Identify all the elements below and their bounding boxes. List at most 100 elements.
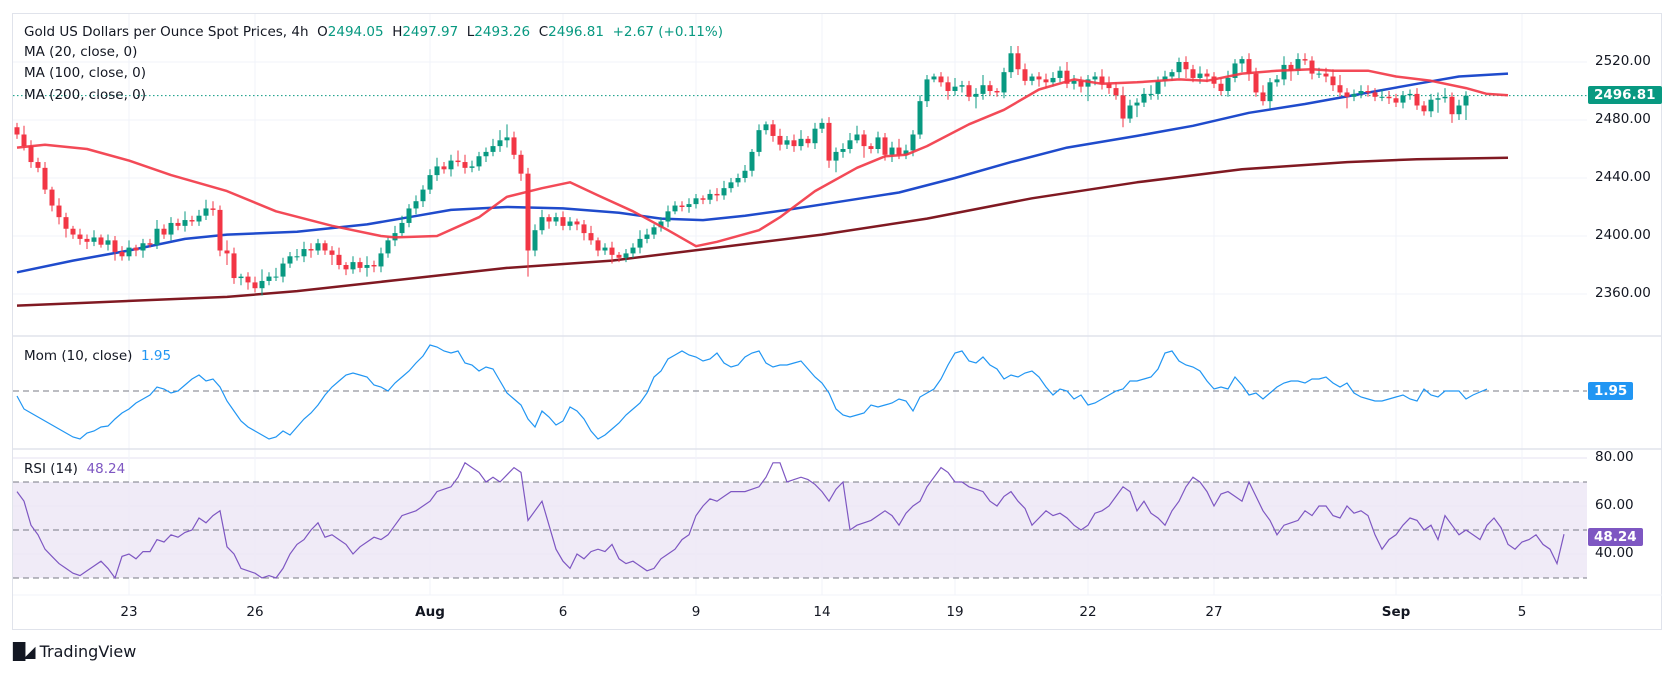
candle-body [728,182,734,189]
candle [1274,75,1280,87]
candle [1141,88,1147,107]
candle-body [1393,98,1399,103]
candle [448,154,454,177]
candle-body [658,221,664,228]
candle [91,230,97,247]
momentum-legend[interactable]: Mom (10, close) 1.95 [24,348,171,364]
candle-body [1232,63,1238,78]
candle [707,189,713,205]
candle-body [462,162,468,168]
candle [273,267,279,281]
candle-body [994,91,1000,93]
time-tick-label: 5 [1517,604,1527,620]
candle-body [861,134,867,147]
candle [1246,53,1252,81]
candle-body [210,208,216,210]
candle [322,240,328,255]
candle [1134,98,1140,118]
candle-body [1435,98,1441,100]
candle-body [238,276,244,279]
last-price-tag: 2496.81 [1588,86,1662,104]
candle [1442,88,1448,103]
candle-body [217,209,223,251]
candle-body [189,220,195,222]
candle-body [399,222,405,234]
candle-body [665,211,671,222]
candle [280,257,286,283]
candle-body [1379,96,1385,98]
ma100-legend[interactable]: MA (100, close, 0) [24,65,147,81]
candle-body [1169,72,1175,77]
candle-body [749,151,755,171]
candle-body [1183,62,1189,70]
rsi-legend[interactable]: RSI (14) 48.24 [24,461,125,477]
candle-body [700,198,706,200]
change-value: +2.67 (+0.11%) [612,24,723,40]
candle [154,220,160,250]
time-tick-label: 19 [946,604,964,620]
candle-body [1148,93,1154,95]
candle-body [1281,64,1287,80]
candle [1449,92,1455,123]
candle [1085,75,1091,102]
candle [1393,93,1399,107]
candle [301,241,307,263]
candle-body [308,249,314,251]
candle-body [1029,76,1035,81]
candle-body [1071,80,1077,84]
candle [1078,76,1084,93]
candle [651,224,657,239]
candle-body [854,134,860,141]
candle-body [182,220,188,226]
candle [343,262,349,276]
candle [378,247,384,273]
candle [602,243,608,255]
time-tick-label: 6 [558,604,568,620]
candle [1358,85,1364,99]
tradingview-brand[interactable]: █◢ TradingView [13,642,136,661]
candle [182,211,188,232]
candle [805,135,811,148]
candle-body [469,166,475,168]
candle [728,178,734,193]
candle-body [959,85,965,87]
candle [1148,85,1154,100]
candle-body [1008,53,1014,73]
candle-body [231,253,237,279]
candle [777,128,783,151]
candle [1043,73,1049,89]
candle-body [28,146,34,163]
candle [1463,91,1469,120]
open-value: 2494.05 [327,24,384,40]
candle-body [756,130,762,152]
candle [917,95,923,139]
candle-body [812,128,818,144]
close-value: 2496.81 [548,24,604,40]
candle-body [644,234,650,239]
ma200-line-group [16,156,1509,307]
candle-body [224,250,230,254]
ma20-legend[interactable]: MA (20, close, 0) [24,44,138,60]
candle [945,76,951,100]
candle-body [938,76,944,83]
candle-body [777,135,783,145]
candle-body [763,124,769,131]
symbol-legend[interactable]: Gold US Dollars per Ounce Spot Prices, 4… [24,24,723,40]
candle [105,234,111,251]
rsi-value: 48.24 [86,461,126,477]
candle [714,188,720,202]
candle [1008,46,1014,78]
candle-body [1078,80,1084,87]
candle-body [133,247,139,251]
candle-body [553,217,559,222]
candle-body [714,193,720,196]
candle-body [987,85,993,91]
candle-body [1106,83,1112,89]
candle [112,236,118,261]
price-tick-label: 2520.00 [1595,53,1651,69]
candle [1064,62,1070,89]
candle [1036,72,1042,87]
ma200-legend[interactable]: MA (200, close, 0) [24,87,147,103]
candle-body [1407,93,1413,96]
